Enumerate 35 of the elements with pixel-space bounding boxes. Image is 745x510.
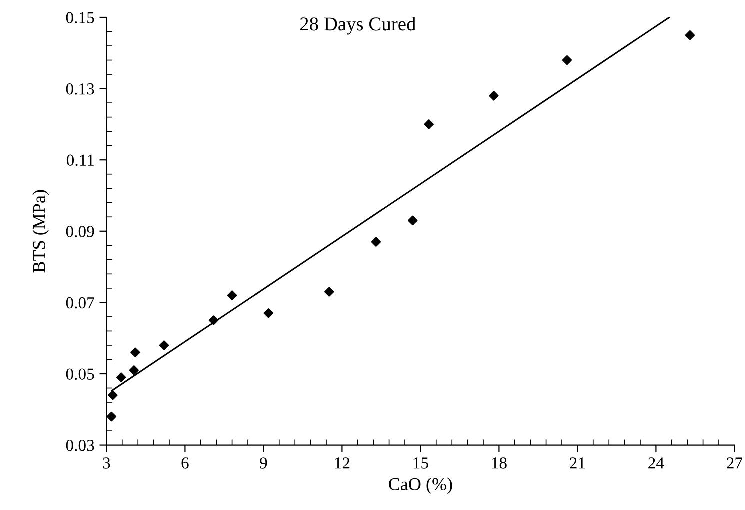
y-tick-label: 0.11 (66, 154, 94, 166)
point (159, 340, 170, 350)
y-tick-label: 0.07 (66, 297, 94, 309)
x-tick-label: 9 (260, 458, 268, 469)
point (227, 290, 238, 300)
y-tick-label: 0.13 (66, 84, 94, 95)
point (129, 366, 140, 376)
x-tick-label: 24 (648, 458, 664, 469)
y-tick-label: 0.09 (66, 226, 94, 238)
point (371, 237, 382, 247)
point (116, 372, 126, 382)
x-tick-label: 3 (103, 458, 110, 469)
point (208, 316, 219, 326)
point (562, 55, 572, 66)
y-axis-title: BTS (MPa) (32, 190, 50, 273)
point (324, 287, 334, 297)
point (408, 216, 418, 226)
y-tick-label: 0.15 (66, 12, 94, 24)
point (264, 308, 274, 318)
y-tick-label: 0.03 (66, 440, 94, 452)
point (106, 412, 117, 422)
x-tick-label: 15 (414, 458, 428, 469)
chart-title: 28 Days Cured (300, 17, 416, 35)
point (424, 120, 434, 130)
x-tick-label: 21 (570, 458, 586, 469)
point (489, 91, 499, 101)
y-tick-label: 0.05 (66, 368, 94, 380)
x-axis-title: CaO (%) (389, 478, 452, 494)
x-tick-label: 27 (727, 458, 743, 469)
x-tick-label: 12 (335, 458, 350, 469)
point (685, 30, 696, 40)
point (108, 390, 118, 400)
x-tick-label: 6 (182, 458, 189, 469)
point (130, 348, 140, 358)
x-tick-label: 18 (492, 458, 507, 469)
